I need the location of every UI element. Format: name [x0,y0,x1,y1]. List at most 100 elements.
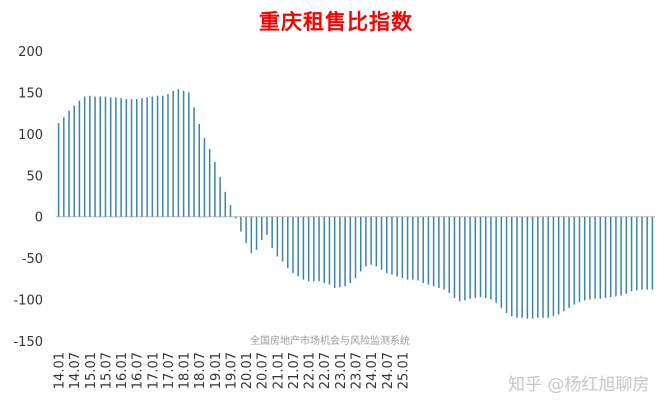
bar [302,216,305,280]
bar [453,216,456,298]
bar [604,216,607,298]
bar [83,96,86,217]
bar [276,216,279,257]
bar [313,216,315,282]
bar [375,216,378,267]
bar [625,216,628,294]
bar [412,216,414,280]
bar [443,216,445,290]
x-tick-label: 22.01 [303,352,318,389]
bar [307,216,310,282]
x-tick-label: 20.01 [240,352,255,389]
bar [438,216,440,288]
bar [469,216,471,299]
bar [260,216,263,240]
bar [490,216,492,300]
chart-title: 重庆租售比指数 [259,10,413,34]
bar [271,216,273,249]
bar [511,216,513,317]
bar [193,107,195,217]
bar [73,105,75,217]
bar [339,216,341,288]
bar [255,216,258,250]
bar [130,99,133,217]
y-tick-label: 200 [18,45,43,60]
bar [240,216,242,232]
bar [448,216,451,293]
x-tick-label: 16.07 [131,352,146,389]
bar [198,123,200,217]
bar [516,216,518,318]
bar [542,216,544,318]
bar [563,216,565,312]
x-tick-label: 14.01 [53,352,68,389]
bar [94,96,96,217]
bar [214,162,216,217]
y-tick-label: 0 [35,211,43,226]
bar [172,90,174,217]
x-tick-label: 21.01 [271,352,286,389]
bar [333,216,336,288]
bar [391,216,393,275]
bar [125,99,128,217]
y-tick-label: 50 [26,169,43,184]
bar [63,117,65,217]
bar [386,216,388,274]
bar [427,216,430,285]
bar [188,92,190,217]
x-tick-label: 23.07 [350,352,365,389]
bar [573,216,576,305]
bar [182,90,185,217]
bar [219,176,221,217]
bar [484,216,487,298]
x-tick-label: 24.01 [365,352,380,389]
bar [146,97,148,217]
bar [250,216,253,254]
bar [568,216,570,308]
x-tick-label: 19.01 [209,352,224,389]
bar [323,216,325,283]
x-tick-label: 23.01 [334,352,349,389]
bar [589,216,591,300]
bar [109,97,112,217]
y-tick-label: 150 [18,86,43,101]
bar [104,96,107,217]
x-tick-label: 20.07 [256,352,271,389]
bar [344,216,346,287]
y-tick-label: -100 [13,294,43,309]
bar [354,216,357,279]
bar [537,216,539,318]
bar [521,216,523,318]
bar [646,216,648,290]
bar [636,216,638,291]
bar [505,216,508,313]
bar [380,216,383,270]
bar [287,216,289,269]
bar [526,216,529,319]
bar [578,216,581,303]
bar [599,216,602,299]
bar [224,191,227,217]
y-tick-label: 100 [18,128,43,143]
bar [349,216,352,283]
x-tick-label: 19.07 [225,352,240,389]
bar [234,216,237,219]
credit-watermark: 知乎 @杨红旭聊房 [508,375,650,395]
bar [177,89,180,217]
bar [531,216,534,319]
x-tick-label: 22.07 [318,352,333,389]
x-tick-label: 21.07 [287,352,302,389]
bar [552,216,555,317]
y-tick-label: -150 [13,335,43,350]
bar [266,216,268,235]
bar [406,216,409,280]
bar [115,97,117,217]
bar [432,216,435,287]
bar [328,216,331,285]
bar [292,216,294,274]
bar [297,216,299,277]
bar [203,138,206,217]
bar [281,216,284,262]
